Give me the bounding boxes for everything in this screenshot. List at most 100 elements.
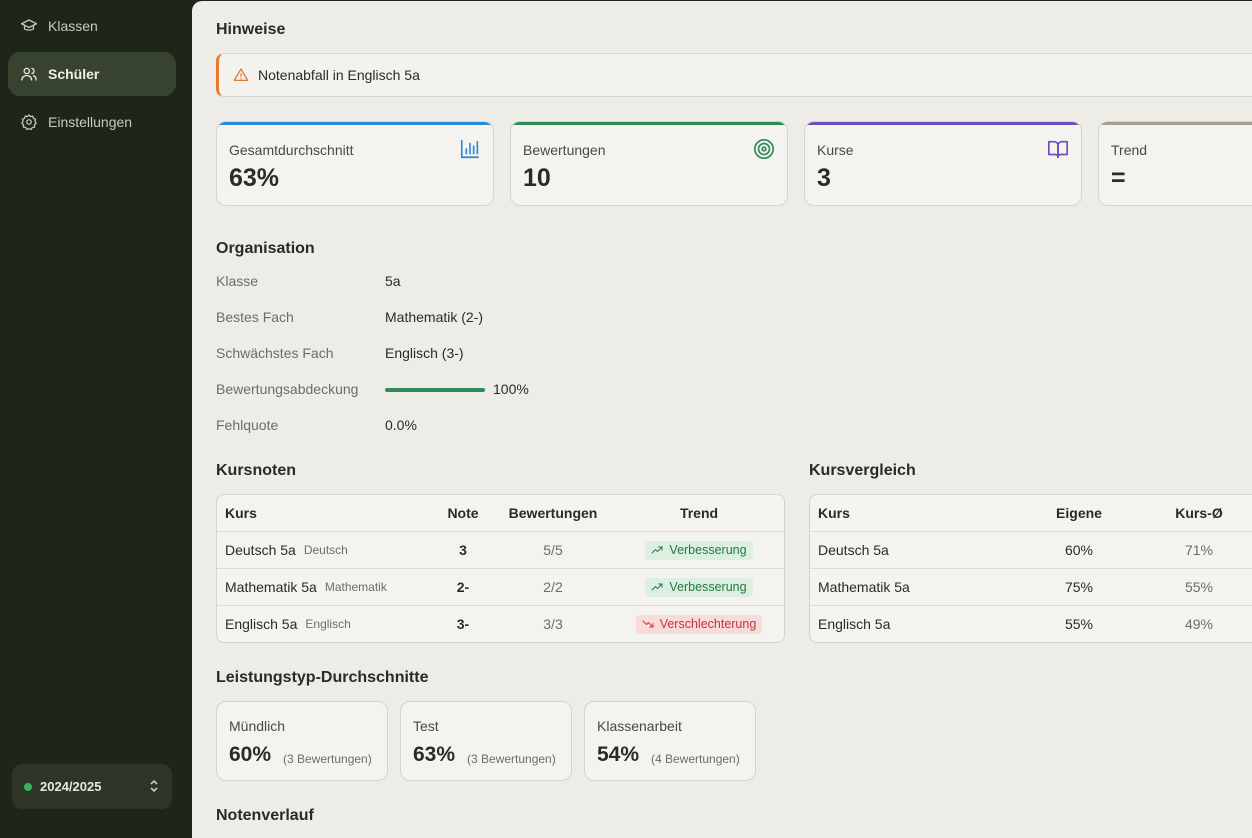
course-name: Englisch 5a bbox=[818, 616, 891, 632]
section-title-organisation: Organisation bbox=[216, 240, 315, 257]
performance-type-count: (4 Bewertungen) bbox=[651, 752, 740, 766]
gear-icon bbox=[21, 114, 37, 131]
org-value: Mathematik (2-) bbox=[385, 309, 484, 325]
performance-type-count: (3 Bewertungen) bbox=[467, 752, 556, 766]
grade-cell: 2- bbox=[456, 579, 470, 595]
trend-cell: Verbesserung bbox=[613, 532, 784, 568]
performance-type-value: 54% bbox=[597, 743, 640, 766]
org-key: Bewertungsabdeckung bbox=[216, 381, 359, 397]
course-cell: Mathematik 5a Mathematik bbox=[225, 569, 387, 605]
stat-value: 63% bbox=[229, 164, 280, 192]
course-name: Deutsch 5a bbox=[818, 542, 889, 558]
org-value: Englisch (3-) bbox=[385, 345, 464, 361]
section-title-notenverlauf: Notenverlauf bbox=[216, 807, 314, 824]
org-value: 100% bbox=[493, 381, 529, 397]
org-key: Bestes Fach bbox=[216, 309, 294, 325]
table-row[interactable]: Englisch 5a 55% 49% bbox=[810, 605, 1252, 642]
sidebar-item-schueler[interactable]: Schüler bbox=[8, 52, 176, 96]
sidebar-item-klassen[interactable]: Klassen bbox=[8, 4, 176, 48]
trend-label: Verbesserung bbox=[669, 580, 747, 594]
stat-label: Bewertungen bbox=[523, 142, 606, 158]
section-title-kursnoten: Kursnoten bbox=[216, 462, 296, 479]
column-header-eigene: Eigene bbox=[1056, 505, 1102, 521]
table-row[interactable]: Englisch 5a Englisch 3- 3/3 Verschlechte… bbox=[217, 605, 784, 642]
performance-type-label: Klassenarbeit bbox=[597, 718, 682, 734]
performance-type-count: (3 Bewertungen) bbox=[283, 752, 372, 766]
section-title-hinweise: Hinweise bbox=[216, 21, 286, 38]
stat-value: = bbox=[1111, 164, 1126, 192]
course-name: Englisch 5a bbox=[225, 616, 298, 632]
school-year-label: 2024/2025 bbox=[40, 779, 102, 794]
performance-type-card-muendlich: Mündlich 60% (3 Bewertungen) bbox=[216, 701, 388, 781]
section-title-kursvergleich: Kursvergleich bbox=[809, 462, 916, 479]
stat-card-accent bbox=[217, 122, 493, 125]
grade-cell: 3- bbox=[456, 616, 470, 632]
sidebar-item-label: Schüler bbox=[48, 66, 100, 82]
performance-type-label: Mündlich bbox=[229, 718, 286, 734]
performance-type-value: 63% bbox=[413, 743, 456, 766]
sidebar: Klassen Schüler Einstellungen 2024/2025 bbox=[0, 0, 192, 838]
assessments-cell: 5/5 bbox=[543, 542, 563, 558]
table-header-row: Kurs Eigene Kurs-Ø bbox=[810, 495, 1252, 531]
course-subject: Englisch bbox=[305, 617, 351, 631]
column-header-kurs-avg: Kurs-Ø bbox=[1175, 505, 1223, 521]
graduation-cap-icon bbox=[20, 19, 38, 31]
own-score-cell: 60% bbox=[1064, 542, 1094, 558]
performance-type-value: 60% bbox=[229, 743, 272, 766]
table-row[interactable]: Deutsch 5a Deutsch 3 5/5 Verbesserung bbox=[217, 531, 784, 568]
trend-label: Verschlechterung bbox=[659, 617, 757, 631]
users-icon bbox=[21, 67, 37, 81]
own-score-cell: 75% bbox=[1064, 579, 1094, 595]
column-header-trend: Trend bbox=[679, 505, 719, 521]
bar-chart-icon bbox=[459, 138, 481, 160]
stat-card-accent bbox=[805, 122, 1081, 125]
stat-card-trend: Trend = bbox=[1098, 121, 1252, 206]
section-title-leistungstyp: Leistungstyp-Durchschnitte bbox=[216, 669, 429, 686]
table-row[interactable]: Mathematik 5a 75% 55% bbox=[810, 568, 1252, 605]
chevron-up-down-icon bbox=[148, 778, 160, 794]
grade-cell: 3 bbox=[459, 542, 467, 558]
column-header-note: Note bbox=[447, 505, 479, 521]
warning-icon bbox=[233, 68, 249, 81]
column-header-bewertungen: Bewertungen bbox=[508, 505, 598, 521]
stat-card-gesamtdurchschnitt: Gesamtdurchschnitt 63% bbox=[216, 121, 494, 206]
performance-type-label: Test bbox=[413, 718, 439, 734]
trending-up-icon bbox=[651, 546, 663, 554]
course-name: Mathematik 5a bbox=[818, 579, 910, 595]
column-header-kurs: Kurs bbox=[225, 505, 257, 521]
trending-up-icon bbox=[651, 583, 663, 591]
course-subject: Mathematik bbox=[324, 580, 387, 594]
performance-type-card-test: Test 63% (3 Bewertungen) bbox=[400, 701, 572, 781]
table-row[interactable]: Mathematik 5a Mathematik 2- 2/2 Verbesse… bbox=[217, 568, 784, 605]
sidebar-item-label: Einstellungen bbox=[48, 114, 133, 130]
assessments-cell: 2/2 bbox=[543, 579, 563, 595]
trend-label: Verbesserung bbox=[669, 543, 747, 557]
coverage-progress-bar bbox=[385, 388, 485, 392]
kursnoten-table: Kurs Note Bewertungen Trend Deutsch 5a D… bbox=[216, 494, 785, 643]
course-name: Mathematik 5a bbox=[225, 579, 317, 595]
school-year-selector[interactable]: 2024/2025 bbox=[12, 764, 172, 809]
status-dot bbox=[24, 782, 32, 791]
stat-label: Gesamtdurchschnitt bbox=[229, 142, 354, 158]
trend-cell: Verschlechterung bbox=[613, 606, 784, 642]
target-icon bbox=[753, 138, 775, 160]
table-header-row: Kurs Note Bewertungen Trend bbox=[217, 495, 784, 531]
trend-cell: Verbesserung bbox=[613, 569, 784, 605]
course-avg-cell: 71% bbox=[1184, 542, 1214, 558]
column-header-kurs: Kurs bbox=[818, 505, 850, 521]
assessments-cell: 3/3 bbox=[543, 616, 563, 632]
sidebar-item-label: Klassen bbox=[48, 18, 98, 34]
sidebar-item-einstellungen[interactable]: Einstellungen bbox=[8, 100, 176, 144]
course-subject: Deutsch bbox=[303, 543, 348, 557]
table-row[interactable]: Deutsch 5a 60% 71% bbox=[810, 531, 1252, 568]
performance-type-card-klassenarbeit: Klassenarbeit 54% (4 Bewertungen) bbox=[584, 701, 756, 781]
stat-value: 10 bbox=[523, 164, 551, 192]
own-score-cell: 55% bbox=[1064, 616, 1094, 632]
course-cell: Englisch 5a Englisch bbox=[225, 606, 351, 642]
org-value: 5a bbox=[385, 273, 401, 289]
alert-text: Notenabfall in Englisch 5a bbox=[258, 67, 420, 83]
course-avg-cell: 55% bbox=[1184, 579, 1214, 595]
alert-grade-drop: Notenabfall in Englisch 5a bbox=[216, 53, 1252, 97]
course-avg-cell: 49% bbox=[1184, 616, 1214, 632]
org-key: Klasse bbox=[216, 273, 259, 289]
